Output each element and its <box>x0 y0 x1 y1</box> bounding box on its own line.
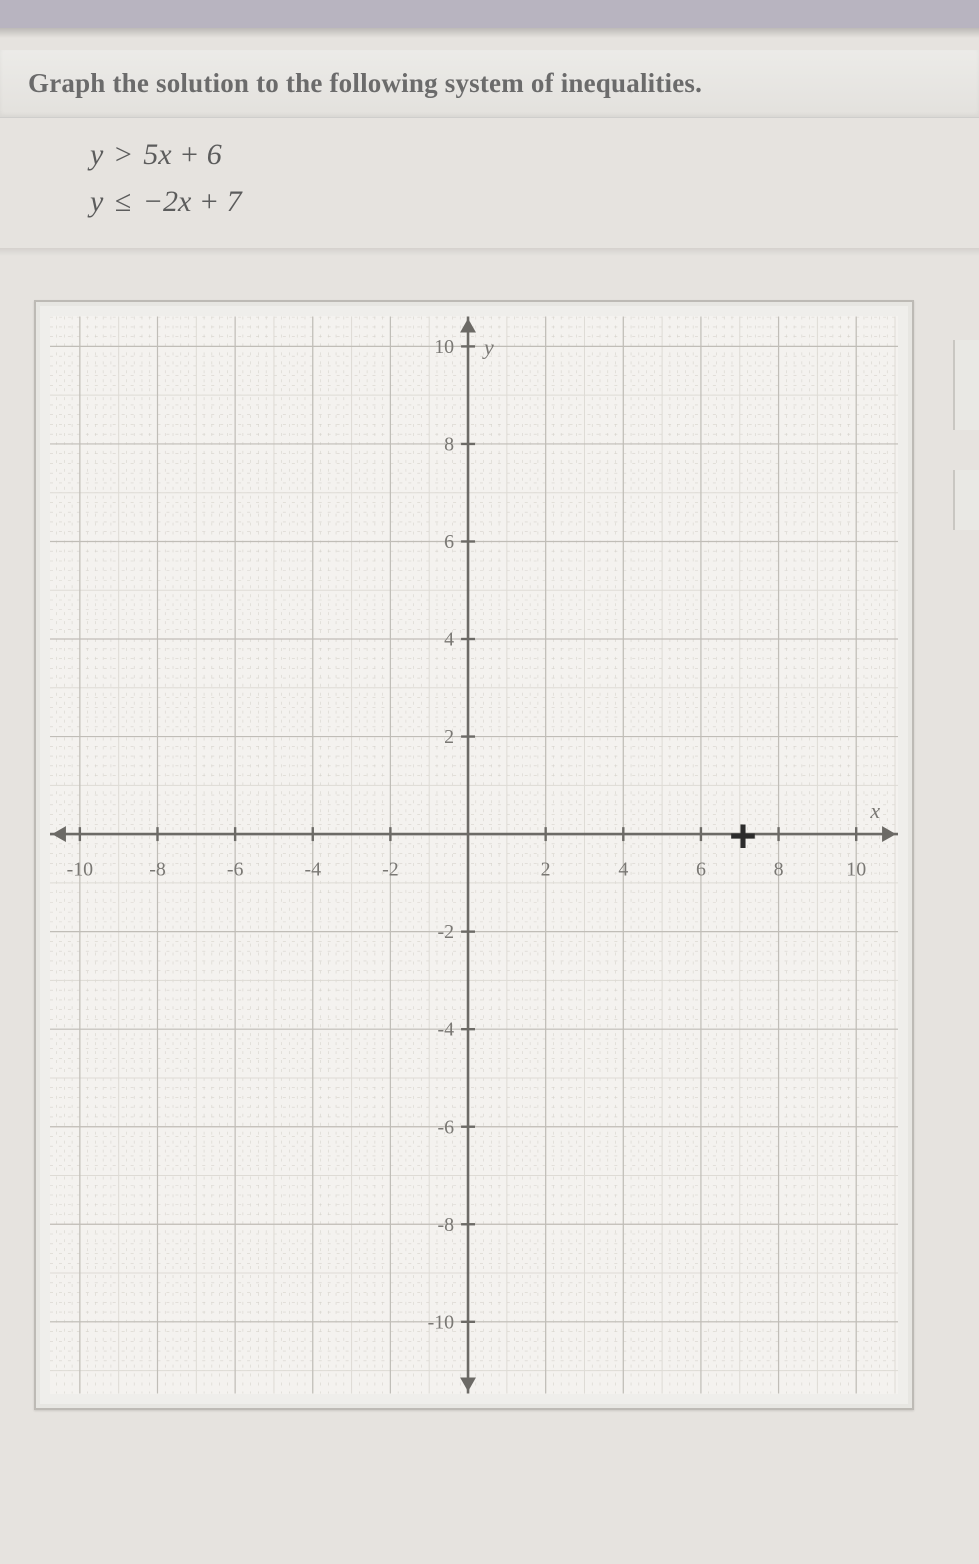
svg-text:-10: -10 <box>67 859 94 881</box>
svg-text:-4: -4 <box>304 859 321 881</box>
ineq2-lhs: y <box>90 185 103 218</box>
svg-text:8: 8 <box>444 433 454 455</box>
svg-text:-2: -2 <box>382 859 399 881</box>
inequalities-block: y > 5x + 6 y ≤ −2x + 7 <box>90 132 242 225</box>
svg-text:-6: -6 <box>438 1116 455 1138</box>
coordinate-grid[interactable]: 2 4 6 8 10 -10 -8 -6 -4 -2 2 4 6 8 10 -10 -8 -6 -4 -2 x y <box>50 316 898 1394</box>
svg-text:8: 8 <box>774 859 784 881</box>
page: Graph the solution to the following syst… <box>0 0 979 1564</box>
inequality-1: y > 5x + 6 <box>90 132 242 179</box>
svg-text:2: 2 <box>541 859 551 881</box>
prompt-text: Graph the solution to the following syst… <box>28 68 702 98</box>
svg-text:-6: -6 <box>227 859 244 881</box>
svg-text:4: 4 <box>618 859 628 881</box>
svg-text:-8: -8 <box>438 1214 455 1236</box>
ineq2-rhs: −2x + 7 <box>143 185 242 218</box>
svg-text:10: 10 <box>846 859 866 881</box>
sidebar-tool-fragment-2[interactable] <box>953 470 979 530</box>
svg-text:4: 4 <box>444 629 454 651</box>
svg-text:2: 2 <box>444 726 454 748</box>
section-divider <box>0 248 979 256</box>
header-shadow <box>0 28 979 38</box>
ineq2-op: ≤ <box>111 185 135 218</box>
svg-text:-4: -4 <box>438 1019 455 1041</box>
ineq1-op: > <box>111 138 136 171</box>
svg-text:6: 6 <box>696 859 706 881</box>
graph-panel: 246810-10-8-6-4-2246810-10-8-6-4-2xy + <box>34 300 914 1410</box>
inequality-2: y ≤ −2x + 7 <box>90 179 242 226</box>
sidebar-tool-fragment-1[interactable] <box>953 340 979 430</box>
svg-text:10: 10 <box>434 336 454 358</box>
svg-text:-2: -2 <box>438 921 455 943</box>
graph-canvas[interactable]: 246810-10-8-6-4-2246810-10-8-6-4-2xy + <box>50 316 898 1394</box>
svg-text:-10: -10 <box>428 1311 455 1333</box>
svg-text:x: x <box>869 798 880 823</box>
svg-text:6: 6 <box>444 531 454 553</box>
question-prompt: Graph the solution to the following syst… <box>0 50 979 118</box>
ineq1-rhs: 5x + 6 <box>143 138 222 171</box>
svg-text:-8: -8 <box>149 859 166 881</box>
svg-text:y: y <box>482 334 494 359</box>
ineq1-lhs: y <box>90 138 103 171</box>
